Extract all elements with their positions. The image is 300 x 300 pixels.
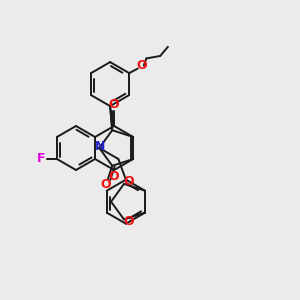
Text: F: F (37, 152, 45, 166)
Text: O: O (109, 170, 119, 184)
Text: O: O (124, 176, 134, 188)
Text: O: O (109, 98, 119, 112)
Text: O: O (101, 178, 111, 191)
Text: O: O (136, 59, 147, 72)
Text: O: O (124, 215, 134, 228)
Text: N: N (95, 140, 106, 154)
